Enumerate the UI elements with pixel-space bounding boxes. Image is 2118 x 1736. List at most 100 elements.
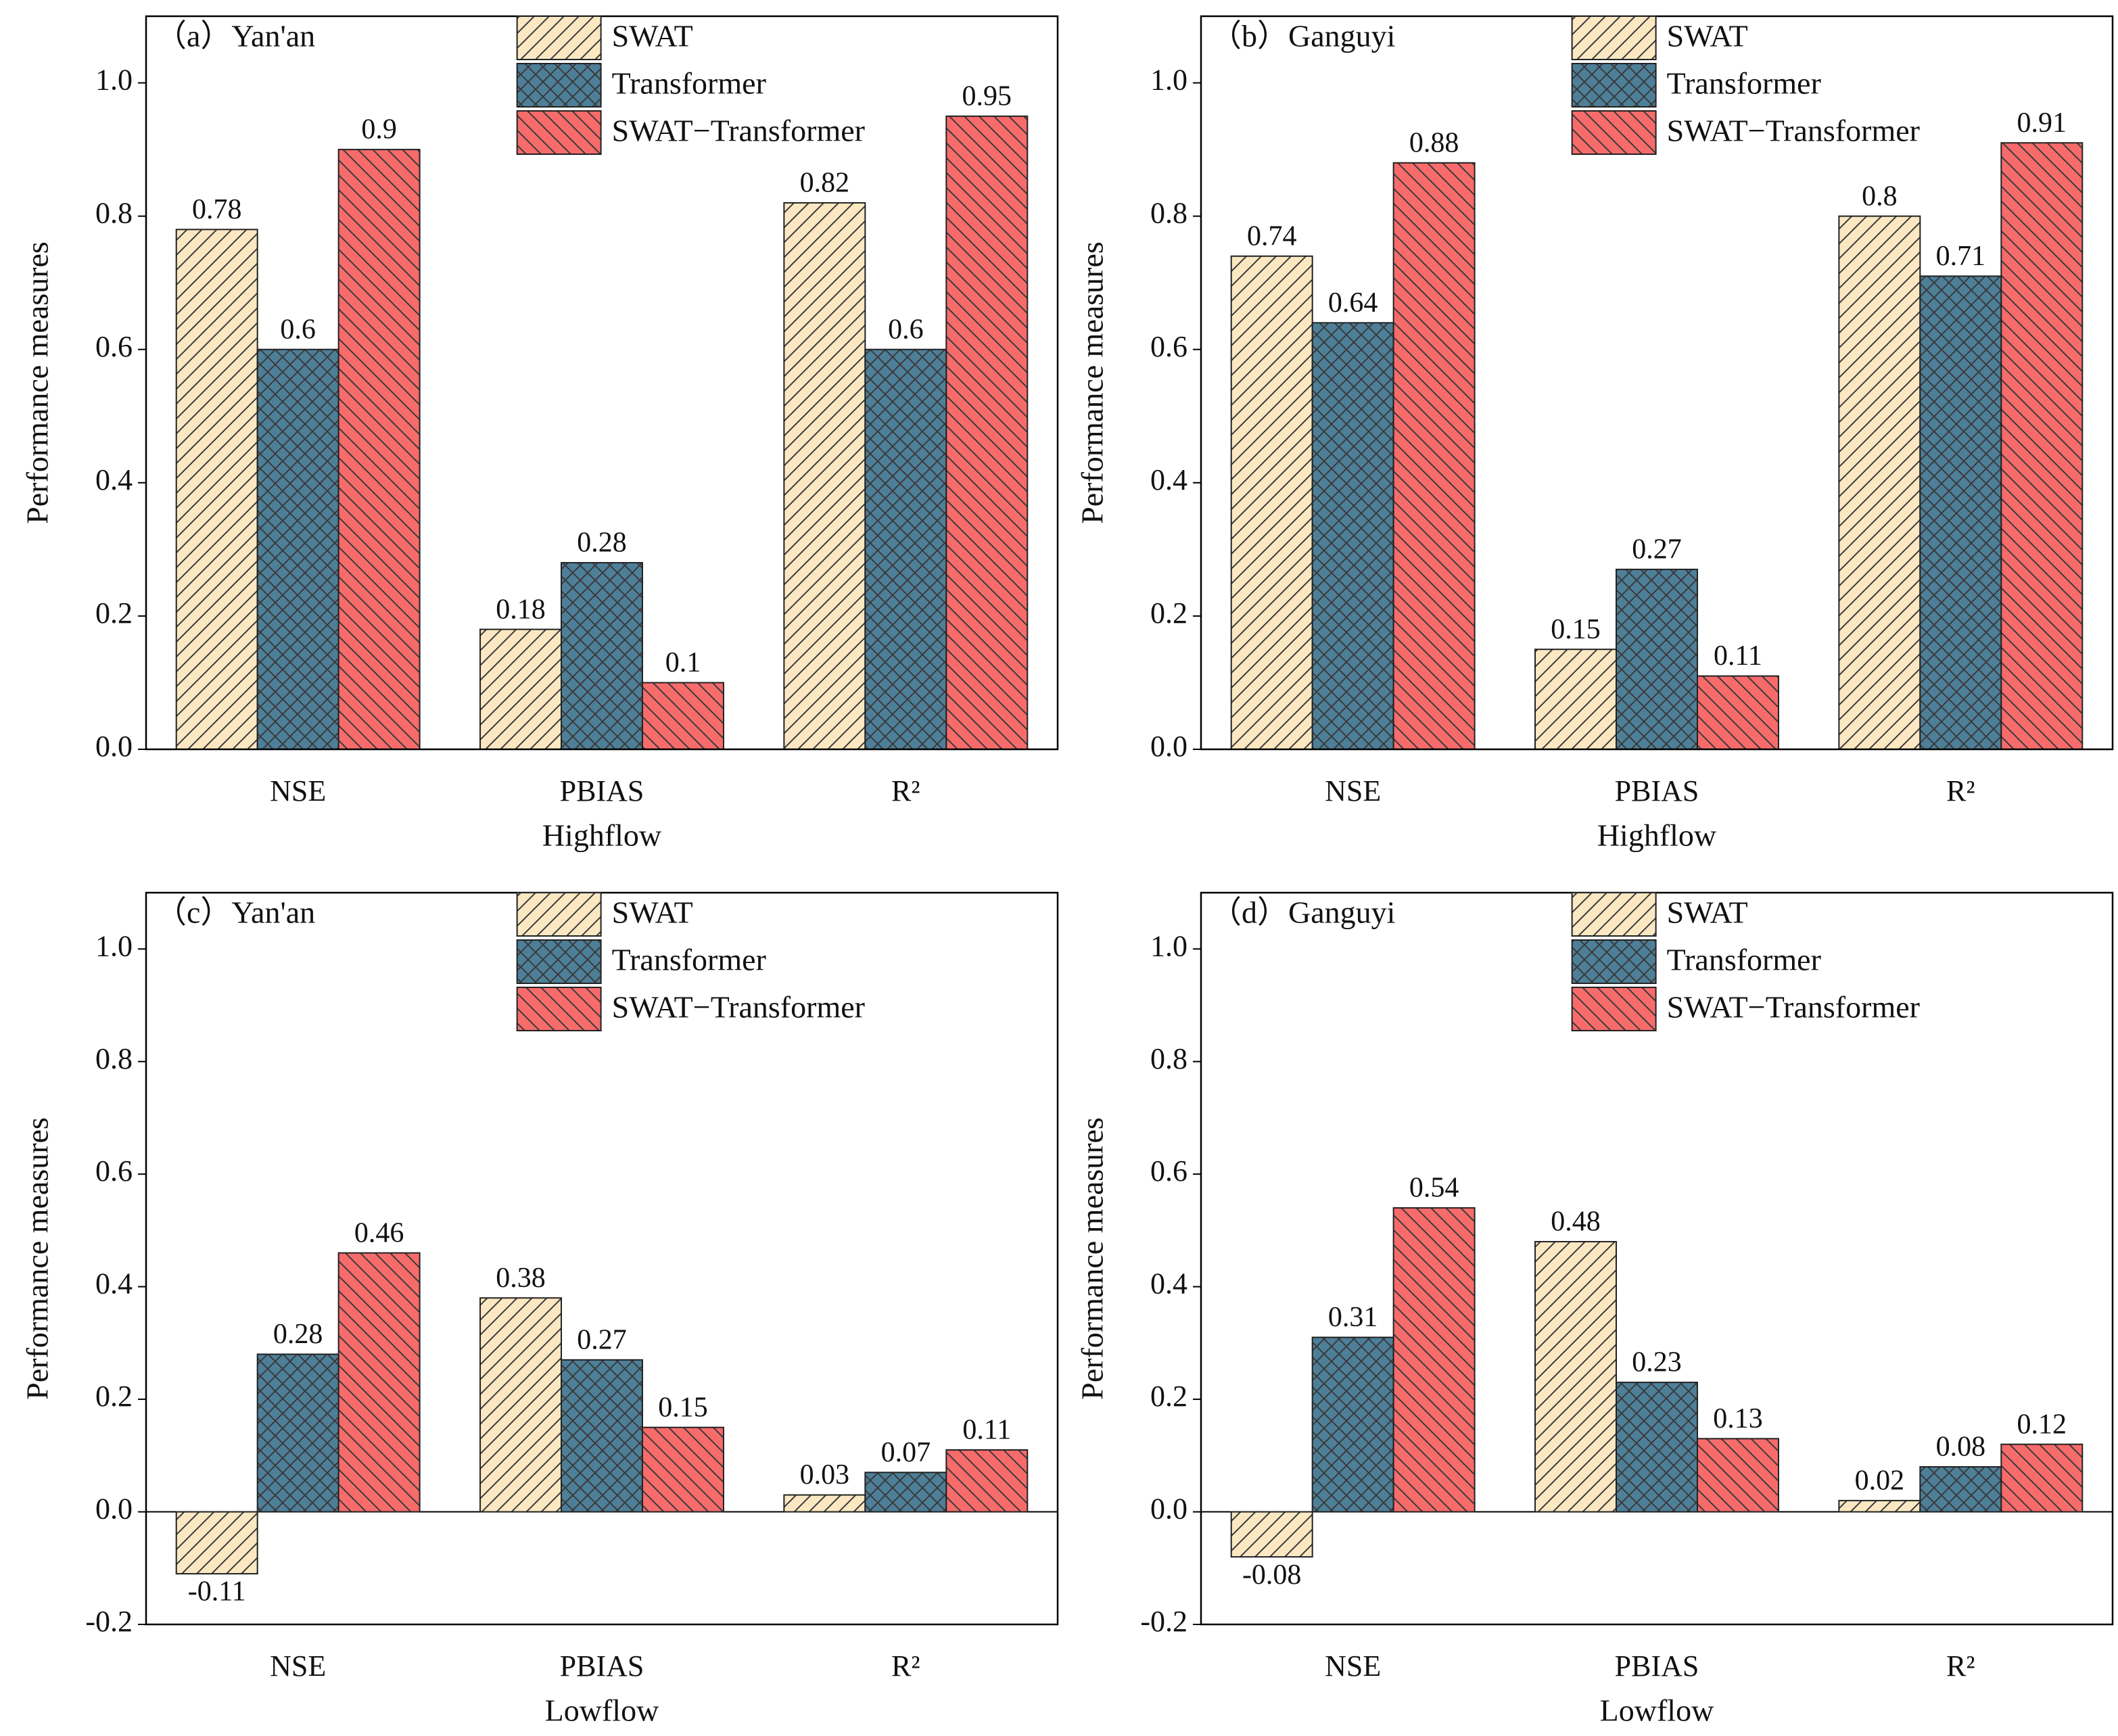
- x-tick-label: R²: [1946, 1649, 1975, 1683]
- value-label: 0.12: [2017, 1409, 2067, 1440]
- legend-swatch: [516, 63, 602, 108]
- legend-swatch: [1571, 987, 1657, 1031]
- value-label: 0.6: [888, 314, 924, 345]
- bar: [783, 1494, 866, 1513]
- legend-swatch: [1571, 892, 1657, 937]
- legend-swatch: [1571, 63, 1657, 108]
- y-tick-label: 0.8: [1150, 1042, 1187, 1075]
- bar: [2000, 1443, 2084, 1513]
- x-tick-label: R²: [891, 1649, 920, 1683]
- value-label: 0.13: [1713, 1403, 1763, 1434]
- bar: [1311, 1336, 1394, 1513]
- bar: [561, 1359, 643, 1513]
- y-tick-label: 1.0: [1150, 929, 1187, 962]
- value-label: 0.03: [800, 1459, 850, 1491]
- x-tick-label: PBIAS: [560, 774, 644, 807]
- plot-frame: [145, 891, 1059, 1626]
- value-label: 0.02: [1855, 1465, 1905, 1497]
- plot-frame: [1200, 15, 2114, 751]
- bar: [1696, 675, 1779, 750]
- bar: [864, 348, 947, 750]
- y-tick-label: 0.6: [95, 1154, 133, 1188]
- value-label: -0.11: [188, 1576, 246, 1608]
- value-label: 0.82: [800, 168, 850, 199]
- x-tick-label: PBIAS: [560, 1649, 644, 1683]
- value-label: 0.11: [1714, 640, 1762, 672]
- y-tick-label: 0.0: [1150, 730, 1187, 763]
- bar: [561, 562, 643, 751]
- value-label: 0.08: [1936, 1432, 1986, 1463]
- plot-frame: [145, 15, 1059, 751]
- panel-title: （c）Yan'an: [156, 895, 315, 930]
- y-axis-title: Performance measures: [1075, 1117, 1110, 1400]
- value-label: 0.28: [273, 1319, 323, 1350]
- legend-label: SWAT: [1667, 19, 1748, 53]
- value-label: 0.78: [192, 194, 242, 225]
- bar: [1392, 162, 1476, 751]
- y-tick-label: 0.8: [95, 1042, 133, 1075]
- bar: [175, 1511, 258, 1575]
- bar: [1230, 255, 1313, 751]
- bar: [256, 1353, 339, 1513]
- bar: [1534, 649, 1618, 750]
- legend-swatch: [516, 892, 602, 937]
- y-axis-title: Performance measures: [20, 241, 55, 524]
- bar: [337, 1252, 421, 1513]
- bar: [641, 682, 724, 750]
- bar: [479, 628, 563, 750]
- y-tick-label: 1.0: [95, 929, 133, 962]
- y-tick-label: 0.4: [95, 1267, 133, 1300]
- x-axis-title: Lowflow: [545, 1693, 659, 1728]
- bar: [1392, 1207, 1476, 1513]
- panel-title: （d）Ganguyi: [1210, 895, 1395, 930]
- x-axis-title: Lowflow: [1600, 1693, 1714, 1728]
- value-label: 0.8: [1862, 181, 1898, 212]
- legend-label: Transformer: [1667, 66, 1821, 101]
- panel-title: （b）Ganguyi: [1210, 19, 1395, 53]
- value-label: 0.64: [1328, 287, 1378, 319]
- bar: [945, 115, 1029, 750]
- value-label: 0.18: [496, 594, 546, 625]
- x-tick-label: PBIAS: [1615, 774, 1699, 807]
- y-axis-title: Performance measures: [1075, 241, 1110, 524]
- value-label: 0.38: [496, 1263, 546, 1294]
- x-axis-title: Highflow: [1597, 818, 1717, 853]
- value-label: 0.6: [280, 314, 316, 345]
- y-tick-label: 0.2: [95, 596, 133, 630]
- value-label: 0.31: [1328, 1302, 1378, 1333]
- value-label: 0.71: [1936, 241, 1986, 272]
- legend-swatch: [516, 110, 602, 155]
- y-tick-label: 0.0: [95, 730, 133, 763]
- bar: [1616, 568, 1698, 750]
- bar: [1838, 1499, 1921, 1513]
- value-label: 0.46: [354, 1217, 404, 1248]
- value-label: 0.15: [1551, 614, 1601, 645]
- y-tick-label: 1.0: [1150, 64, 1187, 97]
- y-tick-label: 0.6: [1150, 330, 1187, 363]
- value-label: 0.15: [658, 1392, 708, 1423]
- bar: [1230, 1511, 1313, 1558]
- y-tick-label: 0.0: [1150, 1493, 1187, 1526]
- y-tick-label: 0.2: [1150, 596, 1187, 630]
- y-tick-label: 0.4: [1150, 1267, 1187, 1300]
- value-label: 0.23: [1632, 1347, 1682, 1378]
- bar: [1696, 1438, 1779, 1513]
- bar: [783, 202, 866, 751]
- bar: [945, 1449, 1029, 1513]
- bar: [175, 229, 258, 750]
- value-label: 0.54: [1409, 1173, 1459, 1204]
- legend-swatch: [1571, 16, 1657, 60]
- legend-label: SWAT−Transformer: [612, 990, 865, 1025]
- bar: [1311, 322, 1394, 750]
- x-tick-label: NSE: [1325, 774, 1381, 807]
- x-tick-label: NSE: [1325, 1649, 1381, 1683]
- value-label: 0.95: [962, 80, 1012, 112]
- value-label: -0.08: [1242, 1559, 1302, 1591]
- panel-title: （a）Yan'an: [156, 19, 315, 53]
- bar: [479, 1297, 563, 1513]
- y-tick-label: 0.2: [1150, 1380, 1187, 1413]
- value-label: 0.88: [1409, 127, 1459, 158]
- legend-swatch: [516, 987, 602, 1031]
- y-tick-label: 0.8: [95, 197, 133, 230]
